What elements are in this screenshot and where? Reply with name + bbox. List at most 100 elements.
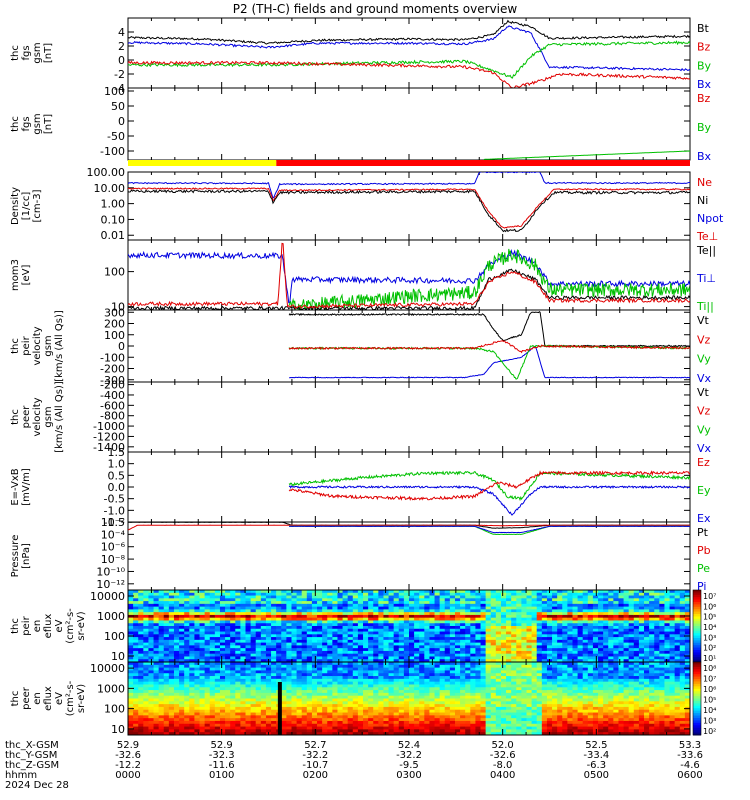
ephemeris-value: 0600 <box>677 770 702 781</box>
y-tick-label: -200 <box>100 379 125 392</box>
y-axis-label: thc peer velocity gsm [km/s (All Qs)] <box>10 381 65 453</box>
y-tick-label: 10.00 <box>94 182 126 195</box>
y-tick-label: 50 <box>111 100 125 113</box>
series-Ti⊥ <box>128 248 690 304</box>
y-axis-label-line: peir <box>21 615 32 635</box>
series-Bz <box>128 60 690 88</box>
y-tick-label: 1.00 <box>101 198 126 211</box>
legend-entry: Bx <box>697 150 712 163</box>
legend-entry: Ey <box>697 484 711 497</box>
spectrogram-cells <box>128 590 691 663</box>
series-By <box>128 40 690 79</box>
y-axis-label-line: thc <box>10 409 21 425</box>
panel-pressure: Pressure [nPa] <box>10 521 691 591</box>
y-tick-label: 10000 <box>90 662 125 675</box>
ephemeris-value: -32.2 <box>396 750 422 761</box>
y-axis-label-line: eflux <box>43 614 54 639</box>
y-tick-label: -4 <box>114 82 125 95</box>
y-axis-label-line: sr-eV) <box>76 684 87 713</box>
legend-entry: Vt <box>697 314 710 327</box>
legend-entry: Vy <box>697 353 711 366</box>
date-label: 2024 Dec 28 <box>5 780 69 791</box>
legend-entry: Pt <box>697 526 709 539</box>
y-tick-label: -1.5 <box>104 516 125 529</box>
y-tick-label: 1.5 <box>108 446 126 459</box>
y-axis-label-line: [nT] <box>43 114 54 134</box>
ephemeris-value: -33.4 <box>583 750 609 761</box>
ephemeris-value: 53.3 <box>679 740 701 751</box>
ephemeris-value: -32.6 <box>490 750 516 761</box>
y-axis-label-line: thc <box>10 618 21 634</box>
y-tick-label: -50 <box>107 130 125 143</box>
y-axis-label-line: [mV/m] <box>21 468 32 506</box>
y-tick-label: -2 <box>114 68 125 81</box>
y-tick-label: 10000 <box>90 590 125 603</box>
series-Te⊥ <box>128 242 690 309</box>
y-tick-label: 0.5 <box>108 469 126 482</box>
y-axis-label-line: gsm <box>32 42 43 63</box>
legend-entry: Ez <box>697 456 710 469</box>
y-tick-label: -1000 <box>93 420 125 433</box>
legend-entry: Pe <box>697 562 710 575</box>
y-axis-label-line: eV <box>54 619 65 632</box>
legend-entry: Ti⊥ <box>696 272 716 285</box>
y-tick-label: 10 <box>111 301 125 314</box>
ephemeris-value: 0500 <box>584 770 609 781</box>
ephemeris-value: -11.6 <box>209 760 235 771</box>
y-axis-label-line: E=-VxB <box>10 468 21 505</box>
y-tick-label: 1000 <box>97 610 125 623</box>
y-tick-label: 10 <box>111 723 125 736</box>
y-axis-label: thc peir velocity gsm [km/s (All Qs)] <box>10 310 65 382</box>
ephemeris-value: 0100 <box>209 770 234 781</box>
legend-entry: Pi <box>697 580 706 593</box>
panel-frame <box>127 17 691 89</box>
panel-frame <box>127 87 691 161</box>
ephemeris-value: -32.6 <box>115 750 141 761</box>
series-Vy <box>288 344 690 380</box>
y-tick-label: 0 <box>118 340 125 353</box>
y-axis-label-line: [cm-3] <box>32 189 43 222</box>
legend-entry: Vt <box>697 386 710 399</box>
y-axis-label-line: eV <box>54 692 65 705</box>
ephemeris-value: 0200 <box>303 770 328 781</box>
y-axis-label-line: [1/cc] <box>21 192 32 221</box>
legend-entry: By <box>697 59 712 72</box>
y-axis-label: thc peer en eflux eV (cm²-s-sr-eV) <box>10 680 87 716</box>
series-Vt <box>288 311 690 348</box>
ephemeris-value: -32.2 <box>302 750 328 761</box>
y-axis-label-line: velocity <box>32 326 43 365</box>
ephemeris-value: -9.5 <box>399 760 419 771</box>
y-axis-label-line: velocity <box>32 397 43 436</box>
y-axis-label-line: fgs <box>21 116 32 131</box>
y-tick-label: 10⁻¹² <box>96 578 125 591</box>
series-Bt <box>128 19 690 45</box>
y-tick-label: -800 <box>100 410 125 423</box>
y-axis-label-line: gsm <box>43 406 54 427</box>
mode-bar-slow <box>276 160 690 166</box>
y-axis-label-line: [km/s (All Qs)] <box>54 381 65 453</box>
ephemeris-label: thc_Z-GSM <box>5 760 59 771</box>
panel-frame <box>127 381 691 453</box>
legend-entry: Te|| <box>696 244 716 257</box>
y-axis-label-line: (cm²-s- <box>65 680 76 716</box>
y-axis-label: mom3 [eV] <box>10 259 32 291</box>
y-axis-label-line: en <box>32 692 43 705</box>
legend-entry: Bx <box>697 78 712 91</box>
ephemeris-value: 52.4 <box>398 740 420 751</box>
colorbar-tick: 10³ <box>703 633 716 642</box>
colorbar <box>692 661 702 736</box>
y-axis-label-line: [km/s (All Qs)] <box>54 310 65 382</box>
ephemeris-value: -33.6 <box>677 750 703 761</box>
ephemeris-value: 52.5 <box>585 740 607 751</box>
y-tick-label: 4 <box>118 26 125 39</box>
legend-entry: Bz <box>697 92 711 105</box>
y-axis-label-line: peer <box>21 405 32 429</box>
series-Pb <box>128 524 690 531</box>
y-tick-label: -200 <box>100 363 125 376</box>
legend-entry: Vx <box>697 442 712 455</box>
legend-entry: Vx <box>697 372 712 385</box>
ephemeris-value: 52.0 <box>492 740 514 751</box>
panel-density: Density [1/cc] [cm-3] <box>10 171 691 241</box>
ephemeris-value: 52.9 <box>211 740 233 751</box>
colorbar-tick: 10² <box>703 727 716 736</box>
